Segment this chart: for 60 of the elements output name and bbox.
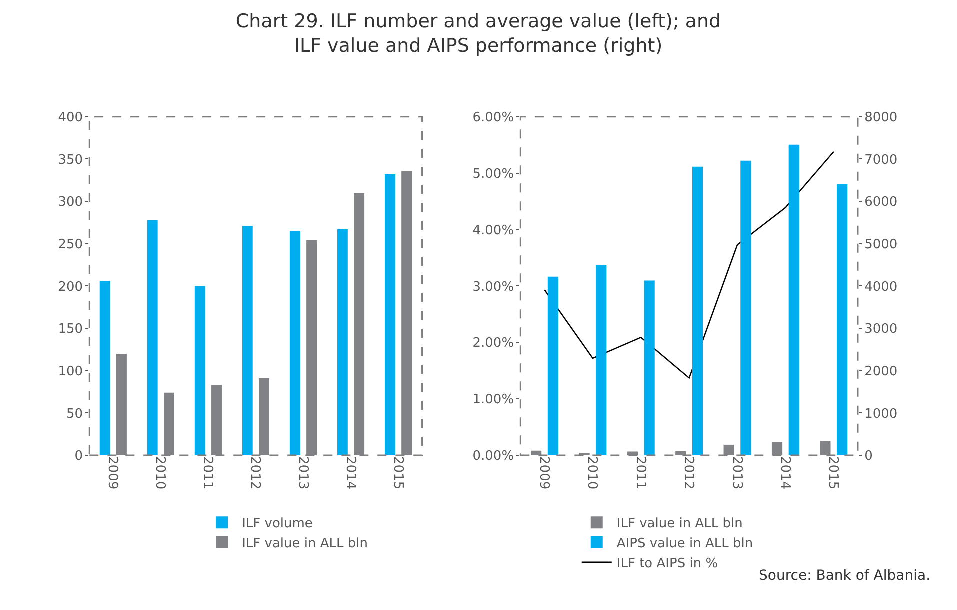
- x-tick-label: 2012: [248, 456, 263, 490]
- x-tick-label: 2010: [584, 456, 600, 490]
- y-tick-label: 350: [58, 152, 84, 168]
- x-tick-label: 2013: [295, 456, 310, 490]
- y-tick-label: 4.00%: [472, 223, 514, 238]
- legend-label: ILF to AIPS in %: [616, 556, 718, 572]
- x-tick-label: 2011: [632, 456, 648, 490]
- y-tick-label: 250: [58, 237, 84, 252]
- y-tick-label: 200: [58, 280, 84, 295]
- y-tick-label: 300: [58, 195, 84, 210]
- bar: [837, 184, 848, 456]
- bar: [788, 144, 800, 456]
- legend-label: AIPS value in ALL bln: [616, 536, 754, 552]
- y-tick-label: 0: [74, 449, 84, 464]
- bar: [242, 226, 253, 456]
- y-tick-label: 6.00%: [472, 110, 514, 126]
- source-note: Source: Bank of Albania.: [759, 568, 931, 584]
- bar: [337, 229, 348, 456]
- bar: [384, 174, 396, 456]
- y2-tick-label: 6000: [864, 195, 898, 210]
- x-tick-label: 2015: [390, 456, 406, 490]
- y2-tick-label: 8000: [864, 110, 898, 126]
- y-tick-label: 5.00%: [472, 166, 514, 182]
- bar: [290, 231, 300, 456]
- legend-label: ILF volume: [242, 516, 313, 532]
- bar: [740, 160, 752, 456]
- y-tick-label: 2.00%: [472, 336, 514, 352]
- y-tick-label: 0.00%: [472, 449, 514, 464]
- y-tick-label: 150: [58, 322, 84, 338]
- x-tick-label: 2009: [105, 456, 120, 490]
- x-tick-label: 2010: [152, 456, 168, 490]
- y2-tick-label: 1000: [864, 406, 898, 422]
- x-tick-label: 2014: [777, 456, 792, 490]
- legend-label: ILF value in ALL bln: [242, 536, 368, 552]
- bar: [100, 281, 110, 456]
- x-tick-label: 2012: [681, 456, 696, 490]
- bar: [194, 286, 206, 456]
- bar: [548, 276, 558, 456]
- bar: [147, 220, 158, 456]
- legend-label: ILF value in ALL bln: [616, 516, 743, 532]
- x-tick-label: 2014: [342, 456, 358, 490]
- text: Chart 29. ILF number and average value (left); and ILF value and AIPS performance (right): [236, 10, 722, 58]
- y-tick-label: 50: [66, 406, 84, 422]
- bar: [596, 265, 607, 456]
- bar: [692, 166, 704, 456]
- x-tick-label: 2009: [536, 456, 552, 490]
- y2-tick-label: 2000: [864, 364, 898, 380]
- y-tick-label: 100: [58, 364, 84, 380]
- y2-tick-label: 7000: [864, 152, 898, 168]
- y2-tick-label: 5000: [864, 237, 898, 252]
- y-tick-label: 3.00%: [472, 280, 514, 295]
- x-tick-label: 2013: [729, 456, 744, 490]
- x-tick-label: 2011: [200, 456, 216, 490]
- x-tick-label: 2015: [826, 456, 841, 490]
- y-tick-label: 1.00%: [472, 392, 514, 408]
- bar: [644, 280, 655, 456]
- y-tick-label: 400: [58, 110, 84, 126]
- y2-tick-label: 3000: [864, 322, 898, 338]
- y2-tick-label: 0: [864, 449, 873, 464]
- y2-tick-label: 4000: [864, 280, 898, 295]
